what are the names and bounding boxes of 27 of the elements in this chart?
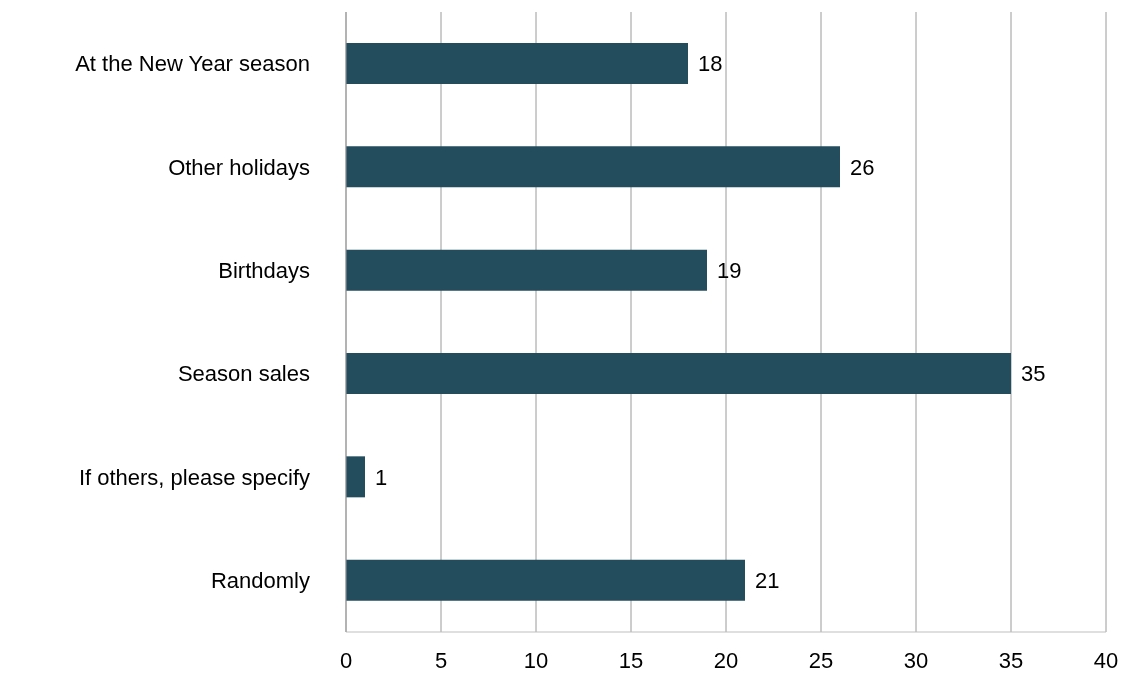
y-tick-label: If others, please specify [78, 464, 310, 490]
data-label: 35 [1021, 361, 1046, 387]
data-label: 19 [717, 257, 742, 283]
y-tick-label: Other holidays [168, 154, 310, 180]
data-label: 1 [375, 464, 388, 490]
y-tick-label: Birthdays [218, 258, 310, 284]
bar [346, 249, 707, 291]
x-tick-label: 30 [903, 647, 929, 673]
bar [346, 559, 745, 601]
y-tick-label: Season sales [177, 361, 310, 387]
x-tick-label: 20 [713, 647, 739, 673]
x-tick-label: 35 [998, 647, 1024, 673]
y-tick-label: Randomly [210, 568, 310, 594]
bar [346, 43, 688, 84]
bar [346, 456, 365, 498]
x-tick-label: 10 [523, 647, 549, 673]
x-tick-label: 5 [434, 647, 448, 673]
x-tick-label: 25 [808, 647, 834, 673]
x-tick-label: 40 [1093, 647, 1119, 673]
bar [346, 353, 1011, 394]
data-label: 21 [755, 567, 780, 593]
data-label: 18 [698, 51, 723, 77]
data-label: 26 [850, 154, 875, 180]
x-tick-label: 0 [339, 647, 353, 673]
bar [346, 146, 840, 188]
y-tick-label: At the New Year season [75, 51, 310, 77]
x-tick-label: 15 [618, 647, 644, 673]
